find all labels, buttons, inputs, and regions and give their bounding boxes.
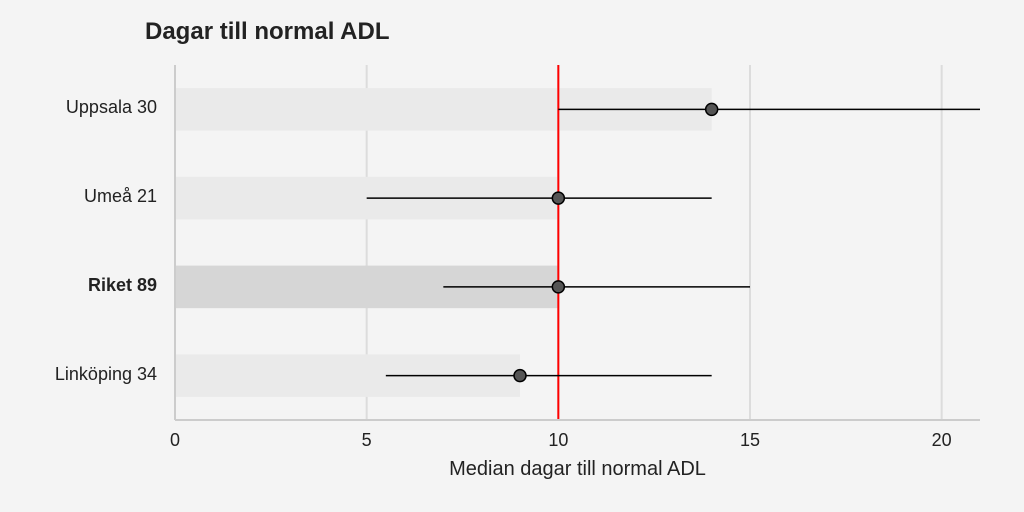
x-tick-label: 20: [912, 430, 972, 451]
chart-title: Dagar till normal ADL: [145, 18, 389, 46]
x-axis-label: Median dagar till normal ADL: [175, 458, 980, 481]
median-point: [552, 281, 564, 293]
y-tick-label: Linköping 34: [0, 364, 157, 385]
x-tick-label: 0: [145, 430, 205, 451]
median-point: [552, 192, 564, 204]
y-tick-label: Uppsala 30: [0, 97, 157, 118]
adl-chart: Dagar till normal ADL Uppsala 30 Umeå 21 Ri…: [0, 0, 1024, 512]
median-point: [706, 103, 718, 115]
y-tick-label: Umeå 21: [0, 186, 157, 207]
x-tick-label: 5: [337, 430, 397, 451]
y-tick-label: Riket 89: [0, 275, 157, 296]
median-point: [514, 370, 526, 382]
x-tick-label: 10: [528, 430, 588, 451]
x-tick-label: 15: [720, 430, 780, 451]
